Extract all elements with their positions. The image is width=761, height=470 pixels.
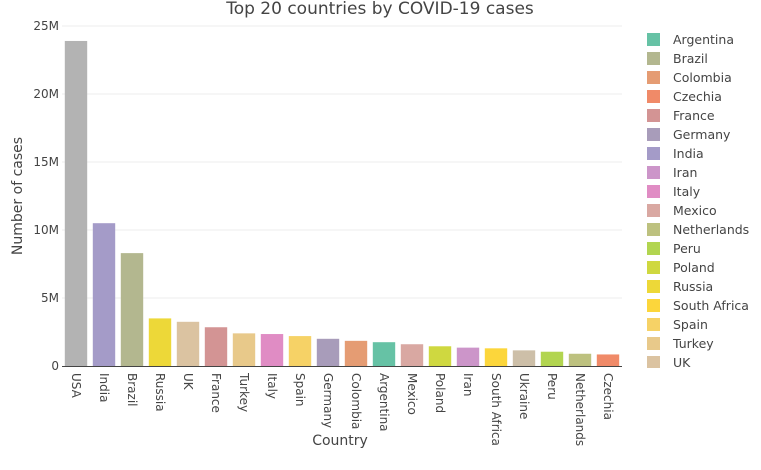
legend-label[interactable]: France — [673, 108, 715, 123]
x-axis-title: Country — [312, 433, 368, 449]
x-tick-label: Germany — [321, 373, 335, 428]
x-tick-label: Russia — [153, 373, 167, 412]
x-tick-label: Colombia — [349, 373, 363, 429]
y-tick-label: 10M — [33, 223, 59, 237]
bar-spain[interactable] — [288, 336, 312, 366]
legend-label[interactable]: India — [673, 146, 704, 161]
bar-turkey[interactable] — [232, 333, 256, 366]
x-tick-label: Netherlands — [573, 373, 587, 446]
legend-swatch[interactable] — [647, 318, 660, 331]
legend-swatch[interactable] — [647, 337, 660, 350]
y-tick-label: 0 — [51, 359, 59, 373]
legend-swatch[interactable] — [647, 90, 660, 103]
legend-swatch[interactable] — [647, 356, 660, 369]
legend-swatch[interactable] — [647, 52, 660, 65]
legend-label[interactable]: Mexico — [673, 203, 717, 218]
x-tick-label: Turkey — [237, 372, 251, 412]
x-tick-label: Italy — [265, 373, 279, 399]
x-tick-label: Mexico — [405, 373, 419, 415]
bar-germany[interactable] — [316, 338, 340, 366]
bars — [64, 40, 620, 367]
y-tick-label: 20M — [33, 87, 59, 101]
legend-label[interactable]: Czechia — [673, 89, 722, 104]
x-tick-label: Czechia — [601, 373, 615, 420]
legend-swatch[interactable] — [647, 204, 660, 217]
legend-swatch[interactable] — [647, 280, 660, 293]
x-tick-label: Poland — [433, 373, 447, 413]
legend-swatch[interactable] — [647, 147, 660, 160]
y-tick-label: 15M — [33, 155, 59, 169]
x-tick-label: India — [97, 373, 111, 402]
bar-india[interactable] — [92, 223, 116, 366]
legend-swatch[interactable] — [647, 299, 660, 312]
x-tick-label: USA — [69, 373, 83, 399]
x-tick-label: UK — [181, 373, 195, 391]
x-tick-label: Peru — [545, 373, 559, 400]
legend-swatch[interactable] — [647, 223, 660, 236]
x-tick-label: Ukraine — [517, 373, 531, 419]
legend-label[interactable]: Germany — [673, 127, 731, 142]
bar-italy[interactable] — [260, 334, 284, 366]
legend-swatch[interactable] — [647, 166, 660, 179]
bar-ukraine[interactable] — [512, 350, 536, 366]
legend-swatch[interactable] — [647, 261, 660, 274]
bar-russia[interactable] — [148, 318, 172, 366]
x-tick-label: Iran — [461, 373, 475, 396]
legend-label[interactable]: UK — [673, 355, 691, 370]
bar-usa[interactable] — [64, 40, 88, 367]
x-tick-label: South Africa — [489, 373, 503, 446]
bar-mexico[interactable] — [400, 344, 424, 366]
legend-swatch[interactable] — [647, 242, 660, 255]
legend-swatch[interactable] — [647, 109, 660, 122]
gridlines — [62, 25, 622, 299]
bar-france[interactable] — [204, 327, 228, 366]
legend-label[interactable]: South Africa — [673, 298, 749, 313]
legend-label[interactable]: Iran — [673, 165, 697, 180]
bar-south-africa[interactable] — [484, 348, 508, 366]
bar-peru[interactable] — [540, 351, 564, 366]
legend-label[interactable]: Turkey — [672, 336, 714, 351]
x-tick-label: Argentina — [377, 373, 391, 432]
legend-label[interactable]: Brazil — [673, 51, 708, 66]
legend-label[interactable]: Peru — [673, 241, 701, 256]
chart-title: Top 20 countries by COVID-19 cases — [225, 0, 534, 19]
legend-label[interactable]: Spain — [673, 317, 708, 332]
y-axis-title: Number of cases — [10, 137, 26, 255]
legend-label[interactable]: Colombia — [673, 70, 732, 85]
legend-swatch[interactable] — [647, 128, 660, 141]
legend-label[interactable]: Italy — [673, 184, 701, 199]
bar-uk[interactable] — [176, 321, 200, 366]
y-axis-ticks: 0 5M 10M 15M 20M 25M — [33, 19, 59, 373]
legend-label[interactable]: Netherlands — [673, 222, 749, 237]
x-tick-label: Spain — [293, 373, 307, 407]
bar-netherlands[interactable] — [568, 353, 592, 366]
bar-poland[interactable] — [428, 346, 452, 366]
x-tick-label: Brazil — [125, 373, 139, 407]
legend[interactable]: Argentina Brazil Colombia Czechia France Germ… — [647, 32, 749, 370]
bar-colombia[interactable] — [344, 340, 368, 366]
bar-brazil[interactable] — [120, 253, 144, 366]
bar-iran[interactable] — [456, 347, 480, 366]
legend-swatch[interactable] — [647, 185, 660, 198]
legend-label[interactable]: Argentina — [673, 32, 734, 47]
legend-swatch[interactable] — [647, 33, 660, 46]
y-tick-label: 25M — [33, 19, 59, 33]
x-axis-ticks: USA India Brazil Russia UK France Turkey Italy S… — [69, 372, 615, 446]
bar-czechia[interactable] — [596, 354, 620, 366]
legend-label[interactable]: Poland — [673, 260, 715, 275]
bar-argentina[interactable] — [372, 342, 396, 366]
legend-swatch[interactable] — [647, 71, 660, 84]
x-tick-label: France — [209, 373, 223, 413]
y-tick-label: 5M — [41, 291, 59, 305]
legend-label[interactable]: Russia — [673, 279, 713, 294]
